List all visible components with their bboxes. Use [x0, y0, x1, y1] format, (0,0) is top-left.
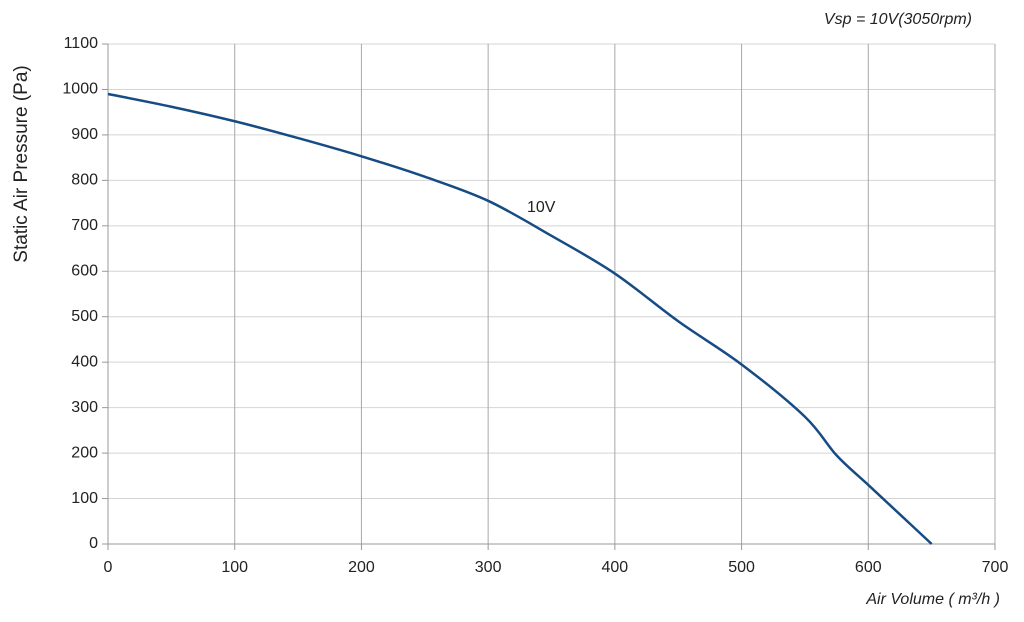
y-tick-label: 100: [71, 490, 98, 507]
y-tick-label: 400: [71, 353, 98, 370]
x-tick-label: 100: [221, 559, 248, 576]
x-tick-label: 500: [728, 559, 755, 576]
x-tick-label: 200: [348, 559, 375, 576]
y-tick-label: 0: [89, 535, 98, 552]
x-tick-label: 600: [855, 559, 882, 576]
y-tick-label: 300: [71, 399, 98, 416]
y-axis-label: Static Air Pressure (Pa): [11, 65, 32, 262]
y-tick-label: 900: [71, 126, 98, 143]
y-tick-label: 600: [71, 262, 98, 279]
x-tick-label: 700: [982, 559, 1009, 576]
x-axis-label: Air Volume ( m³/h ): [865, 591, 1000, 608]
y-tick-label: 200: [71, 444, 98, 461]
x-tick-label: 300: [475, 559, 502, 576]
y-tick-label: 1100: [64, 35, 99, 52]
x-tick-label: 0: [104, 559, 113, 576]
y-tick-label: 500: [71, 308, 98, 325]
annotation: 10V: [527, 199, 556, 216]
chart-subtitle: Vsp = 10V(3050rpm): [824, 11, 972, 28]
y-tick-label: 800: [71, 172, 98, 189]
line-series: [107, 92, 933, 545]
y-tick-label: 1000: [62, 81, 98, 98]
y-tick-label: 700: [71, 217, 98, 234]
x-tick-label: 400: [602, 559, 629, 576]
